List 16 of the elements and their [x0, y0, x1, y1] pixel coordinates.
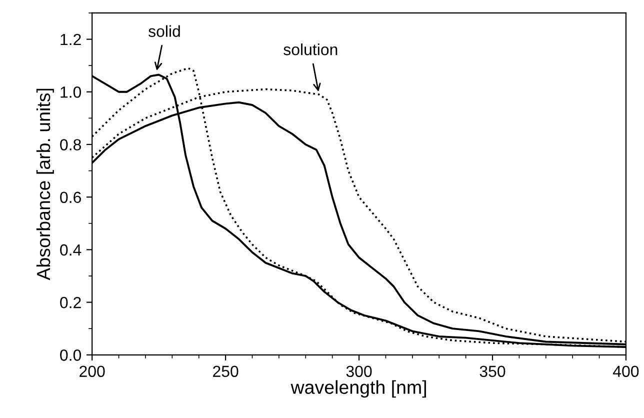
y-tick-label: 0.4: [60, 244, 82, 256]
x-tick-label: 400: [613, 366, 639, 378]
x-axis-title: wavelength [nm]: [290, 380, 426, 398]
x-tick-label: 300: [346, 366, 372, 378]
x-tick-label: 250: [213, 366, 238, 378]
x-tick-label: 350: [480, 366, 506, 378]
annotation: solid: [148, 25, 180, 37]
x-tick-label: 200: [80, 366, 105, 378]
y-tick-label: 0.0: [60, 350, 82, 361]
y-tick-label: 1.2: [60, 34, 81, 46]
y-tick-label: 0.8: [60, 139, 81, 150]
y-tick-label: 1.0: [60, 86, 82, 98]
y-tick-label: 0.6: [60, 192, 81, 204]
annotation: solution: [284, 43, 338, 56]
y-axis-title: Absorbance [arb. units]: [36, 88, 54, 280]
y-tick-label: 0.2: [60, 296, 81, 308]
